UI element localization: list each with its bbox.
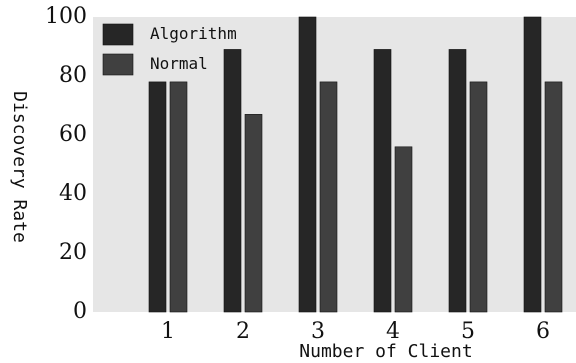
- x-tick-label: 3: [311, 319, 325, 344]
- bar-algorithm-5: [448, 49, 467, 313]
- x-axis-label: Number of Client: [299, 341, 472, 362]
- bar-normal-5: [469, 81, 488, 313]
- y-tick-label: 0: [73, 299, 87, 324]
- legend-swatch-algorithm: [102, 23, 134, 46]
- x-tick-label: 5: [461, 319, 475, 344]
- x-tick-label: 6: [536, 319, 550, 344]
- y-tick-label: 60: [59, 122, 87, 147]
- bar-algorithm-2: [223, 49, 242, 313]
- y-tick-label: 40: [59, 181, 87, 206]
- legend-swatch-normal: [102, 53, 134, 76]
- bar-algorithm-3: [298, 16, 317, 313]
- bar-normal-2: [244, 114, 263, 313]
- y-axis-ticks: 0 20 40 60 80 100: [45, 4, 87, 324]
- y-tick-label: 80: [59, 63, 87, 88]
- bars-layer: [148, 16, 563, 313]
- bar-normal-6: [544, 81, 563, 313]
- x-axis-ticks: 1 2 3 4 5 6: [161, 319, 550, 344]
- bar-normal-4: [394, 146, 413, 313]
- bar-algorithm-4: [373, 49, 392, 313]
- bar-algorithm-6: [523, 16, 542, 313]
- legend-label-normal: Normal: [150, 54, 208, 73]
- bar-normal-1: [169, 81, 188, 313]
- y-tick-label: 100: [45, 4, 87, 29]
- y-axis-label: Discovery Rate: [9, 91, 30, 243]
- legend: Algorithm Normal: [102, 23, 237, 76]
- x-tick-label: 2: [236, 319, 250, 344]
- x-tick-label: 4: [386, 319, 400, 344]
- x-tick-label: 1: [161, 319, 175, 344]
- bar-algorithm-1: [148, 81, 167, 313]
- bar-normal-3: [319, 81, 338, 313]
- y-tick-label: 20: [59, 240, 87, 265]
- legend-label-algorithm: Algorithm: [150, 24, 237, 43]
